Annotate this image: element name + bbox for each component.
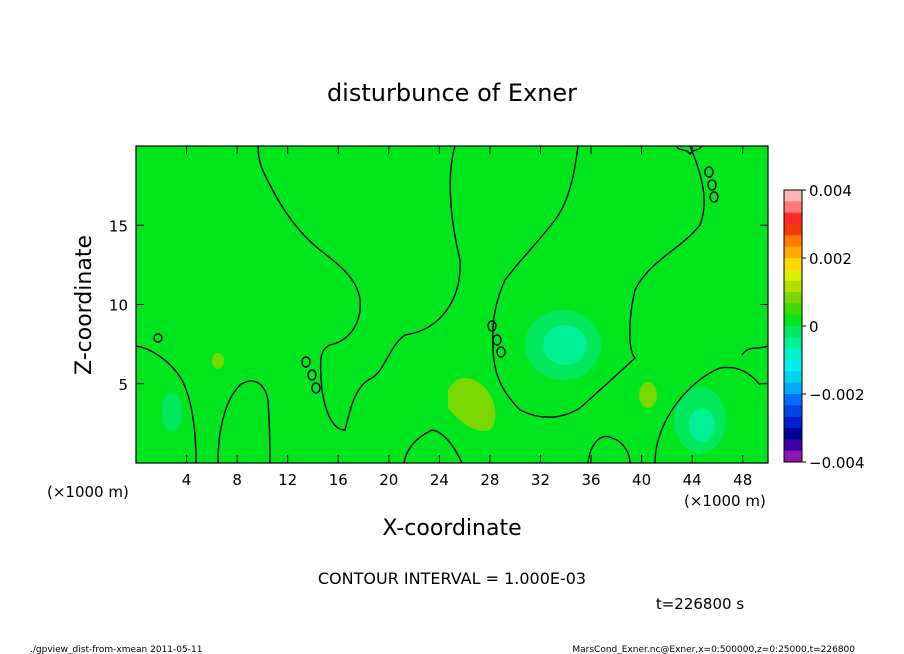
contour-lines [136,146,768,463]
y-tick-label: 15 [109,217,128,235]
region-slightly-negative [218,380,270,463]
x-tick-label: 16 [329,471,348,489]
x-tick-label: 8 [232,471,242,489]
contour-interval-text: CONTOUR INTERVAL = 1.000E-03 [318,569,586,588]
region-slightly-negative [404,430,462,463]
contour-line [136,345,197,463]
region-positive-patch [212,353,224,369]
colorbar-cell [784,326,802,338]
contour-line [153,333,163,343]
colorbar-tick-label: 0.002 [809,250,852,268]
contour-line [311,382,321,394]
contour-line [403,429,463,463]
x-axis-label: X-coordinate [382,516,521,541]
colorbar-cell [784,235,802,247]
contour-line [675,146,703,156]
colorbar-cell [784,371,802,383]
footer-right: MarsCond_Exner.nc@Exner,x=0:500000,z=0:2… [572,645,855,654]
colorbar-cell [784,314,802,327]
colorbar-cell [784,292,802,304]
region-positive-patch [639,382,657,408]
contour-line [707,179,717,191]
footer-left: ./gpview_dist-from-xmean 2011-05-11 [30,645,202,654]
colorbar-tick-label: −0.004 [809,454,865,472]
contour-line [492,334,502,346]
region-slightly-negative [588,436,630,463]
contour-line [654,366,761,463]
colorbar-cell [784,280,802,293]
contour-line [487,320,497,332]
colorbar-cell [784,201,802,213]
colorbar-tick-label: 0.004 [809,182,852,200]
colorbar: 0.004 0.002 0 −0.002 −0.004 [783,182,865,472]
colorbar-ticks: 0.004 0.002 0 −0.002 −0.004 [802,182,865,472]
y-axis-ticks: 5 10 15 [109,217,768,394]
x-tick-label: 28 [480,471,499,489]
y-tick-label: 10 [109,297,128,315]
x-tick-label: 4 [182,471,192,489]
colorbar-cell [784,258,802,270]
colorbar-cell [784,450,802,463]
region-negative-minimum [162,392,182,432]
colorbar-cell [784,190,802,202]
colorbar-cell [784,348,802,361]
colorbar-cell [784,394,802,406]
y-tick-label: 5 [118,376,128,394]
colorbar-tick-label: −0.002 [809,386,865,404]
x-tick-label: 40 [632,471,651,489]
y-axis-label: Z-coordinate [72,235,97,375]
region-negative-minimum [689,408,715,442]
colorbar-cell [784,382,802,395]
contour-line [301,356,311,368]
colorbar-cell [784,428,802,440]
contour-line [709,191,719,203]
colorbar-cell [784,439,802,451]
region-slightly-negative [742,346,768,375]
colorbar-cell [784,303,802,315]
contour-line [496,346,506,358]
time-text: t=226800 s [656,595,744,613]
colorbar-cell [784,224,802,236]
region-positive-patch [448,378,496,431]
x-tick-label: 44 [683,471,702,489]
contour-line [704,166,714,178]
colorbar-cell [784,212,802,225]
contour-line [257,146,461,431]
x-unit-label: (×1000 m) [684,492,766,510]
shaded-regions [136,146,768,463]
x-tick-label: 24 [430,471,449,489]
colorbar-cell [784,337,802,349]
contour-line [492,146,705,418]
contour-line [587,435,631,463]
colorbar-cell [784,416,802,429]
contour-line [741,345,768,356]
colorbar-cells [784,190,802,463]
colorbar-cell [784,360,802,372]
colorbar-tick-label: 0 [809,318,819,336]
x-tick-label: 32 [531,471,550,489]
contour-line [307,369,317,381]
x-axis-ticks: 4 8 12 16 20 24 28 32 36 40 44 48 [182,146,752,489]
x-tick-label: 48 [733,471,752,489]
x-tick-label: 36 [581,471,600,489]
colorbar-cell [784,246,802,259]
x-tick-label: 12 [278,471,297,489]
region-slightly-negative [258,146,461,430]
colorbar-cell [784,269,802,281]
chart-title: disturbunce of Exner [327,79,577,107]
y-unit-label: (×1000 m) [47,483,129,501]
x-tick-label: 20 [379,471,398,489]
region-negative-minimum [543,325,587,365]
colorbar-cell [784,405,802,417]
contour-line [217,380,271,463]
